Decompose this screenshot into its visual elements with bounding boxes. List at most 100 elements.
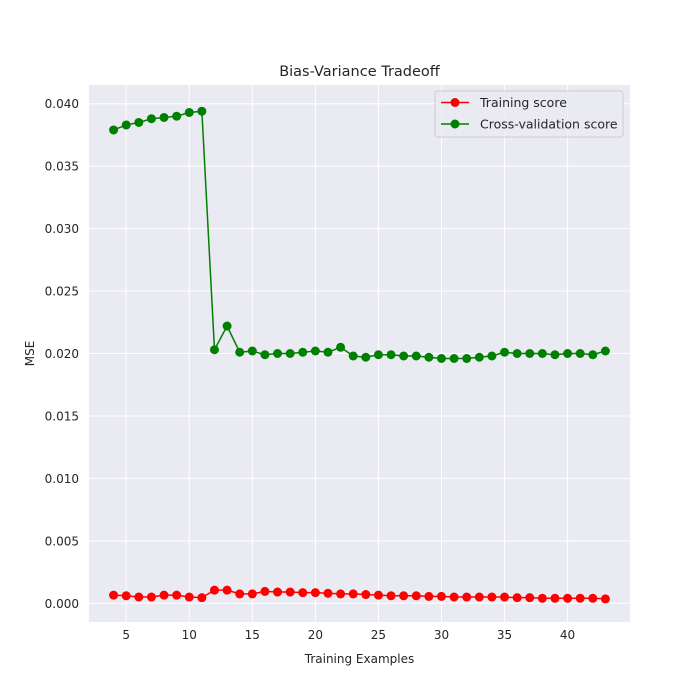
series-1-point [563, 349, 573, 358]
series-0-point [285, 587, 295, 597]
x-tick-label: 35 [497, 628, 512, 642]
series-1-point [361, 352, 371, 362]
series-1-point [588, 350, 598, 360]
legend-label-cross-validation: Cross-validation score [480, 117, 618, 132]
series-1-point [323, 347, 333, 357]
series-0-point [411, 591, 421, 601]
series-1-point [235, 347, 245, 357]
series-0-point [500, 592, 510, 602]
x-tick-label: 5 [122, 628, 130, 642]
series-0-point [197, 593, 207, 603]
x-tick-label: 15 [245, 628, 260, 642]
series-1-point [260, 350, 270, 360]
chart-title: Bias-Variance Tradeoff [279, 64, 441, 80]
series-1-point [184, 107, 194, 117]
series-0-point [247, 589, 257, 599]
series-0-point [260, 586, 270, 596]
y-tick-label: 0.035 [45, 160, 79, 174]
series-0-point [474, 592, 484, 602]
series-0-point [159, 590, 169, 600]
series-1-point [197, 106, 207, 116]
x-tick-labels: 5 10 15 20 25 30 35 40 [122, 628, 575, 642]
y-tick-label: 0.030 [45, 222, 79, 236]
series-1-point [109, 125, 119, 135]
series-0-point [298, 588, 308, 598]
y-tick-label: 0.010 [45, 472, 79, 486]
series-0-point [575, 593, 585, 603]
x-axis-label: Training Examples [304, 652, 414, 666]
series-1-point [247, 346, 257, 356]
series-0-point [588, 593, 598, 603]
legend-marker-training [450, 98, 460, 107]
series-0-point [184, 592, 194, 602]
series-0-point [462, 592, 472, 602]
legend: Training score Cross-validation score [434, 90, 624, 138]
series-1-point [310, 346, 320, 356]
series-0-point [109, 590, 119, 600]
series-1-point [222, 321, 232, 331]
legend-label-training: Training score [479, 95, 567, 110]
series-0-point [209, 585, 219, 595]
series-1-point [298, 347, 308, 357]
series-0-point [537, 593, 547, 603]
y-tick-label: 0.000 [45, 597, 79, 611]
x-tick-label: 10 [182, 628, 197, 642]
series-1-point [134, 117, 144, 127]
series-1-point [575, 349, 585, 358]
series-0-point [310, 588, 320, 598]
y-tick-label: 0.015 [45, 409, 79, 423]
series-0-point [436, 591, 446, 601]
series-0-point [235, 589, 245, 599]
series-1-point [373, 350, 383, 360]
series-1-point [146, 114, 156, 124]
legend-marker-cross-validation [450, 119, 460, 129]
series-0-point [449, 592, 459, 602]
series-1-point [550, 350, 560, 360]
series-0-point [146, 592, 156, 602]
series-0-point [172, 590, 182, 600]
series-1-point [411, 351, 421, 361]
y-tick-label: 0.040 [45, 97, 79, 111]
y-tick-labels: 0.000 0.005 0.010 0.015 0.020 0.025 0.030 0.035… [45, 97, 79, 611]
series-0-point [273, 587, 283, 597]
series-1-point [537, 349, 547, 358]
series-1-point [399, 351, 409, 361]
x-tick-label: 25 [371, 628, 386, 642]
y-axis-label: MSE [23, 341, 37, 367]
series-1-point [209, 345, 219, 355]
series-1-point [172, 111, 182, 121]
y-tick-label: 0.020 [45, 347, 79, 361]
series-1-point [462, 353, 472, 363]
series-0-point [563, 593, 573, 603]
series-0-point [121, 591, 131, 601]
y-tick-label: 0.005 [45, 534, 79, 548]
series-0-point [373, 590, 383, 600]
series-0-point [487, 592, 497, 602]
series-group [109, 106, 610, 604]
series-1-point [512, 349, 522, 358]
series-0-point [323, 588, 333, 598]
series-1-point [121, 120, 131, 130]
series-1-point [474, 352, 484, 362]
series-0-point [361, 590, 371, 600]
series-0-point [386, 591, 396, 601]
series-1-point [500, 347, 510, 357]
series-1-point [285, 349, 295, 358]
series-1-point [348, 351, 358, 361]
series-1-point [487, 351, 497, 361]
series-0-point [525, 593, 535, 603]
series-0-point [424, 591, 434, 601]
series-0-point [348, 589, 358, 599]
y-tick-label: 0.025 [45, 285, 79, 299]
series-1-point [159, 112, 169, 122]
series-1-point [336, 342, 346, 352]
x-tick-label: 40 [560, 628, 575, 642]
series-1-point [525, 349, 535, 358]
series-1-point [600, 346, 610, 356]
legend-box [434, 90, 624, 138]
series-1-point [386, 350, 396, 360]
series-0-point [336, 589, 346, 599]
x-tick-label: 30 [434, 628, 449, 642]
x-tick-label: 20 [308, 628, 323, 642]
